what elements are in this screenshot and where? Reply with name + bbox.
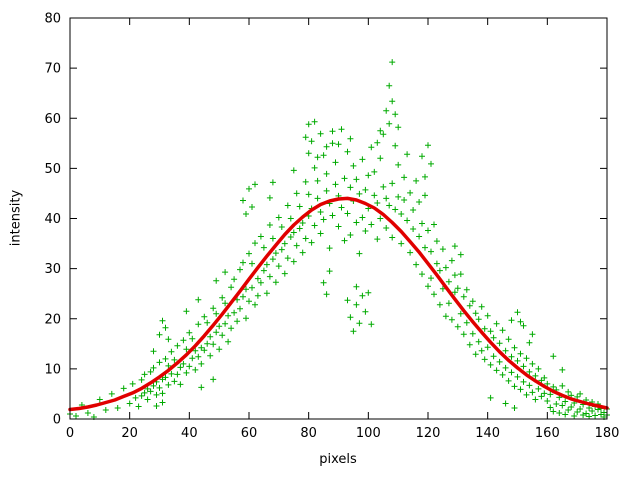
- x-tick-label: 180: [595, 426, 620, 441]
- x-tick-label: 140: [475, 426, 500, 441]
- y-axis-title: intensity: [8, 189, 24, 247]
- x-tick-label: 40: [181, 426, 198, 441]
- x-tick-label: 120: [416, 426, 441, 441]
- scatter-points-data: [67, 59, 610, 420]
- x-tick-label: 80: [300, 426, 317, 441]
- y-tick-label: 60: [44, 112, 61, 127]
- x-tick-label: 160: [535, 426, 560, 441]
- y-tick-label: 20: [44, 312, 61, 327]
- y-tick-label: 50: [44, 162, 61, 177]
- x-axis-title: pixels: [319, 452, 357, 467]
- y-tick-label: 30: [44, 262, 61, 277]
- y-tick-label: 0: [53, 413, 61, 428]
- x-tick-label: 60: [241, 426, 258, 441]
- x-tick-label: 20: [121, 426, 138, 441]
- y-tick-label: 80: [44, 12, 61, 27]
- y-tick-label: 40: [44, 212, 61, 227]
- fit-curve-fit: [68, 196, 609, 412]
- x-tick-label: 100: [356, 426, 381, 441]
- y-tick-label: 70: [44, 62, 61, 77]
- y-tick-label: 10: [44, 362, 61, 377]
- x-tick-label: 0: [66, 426, 74, 441]
